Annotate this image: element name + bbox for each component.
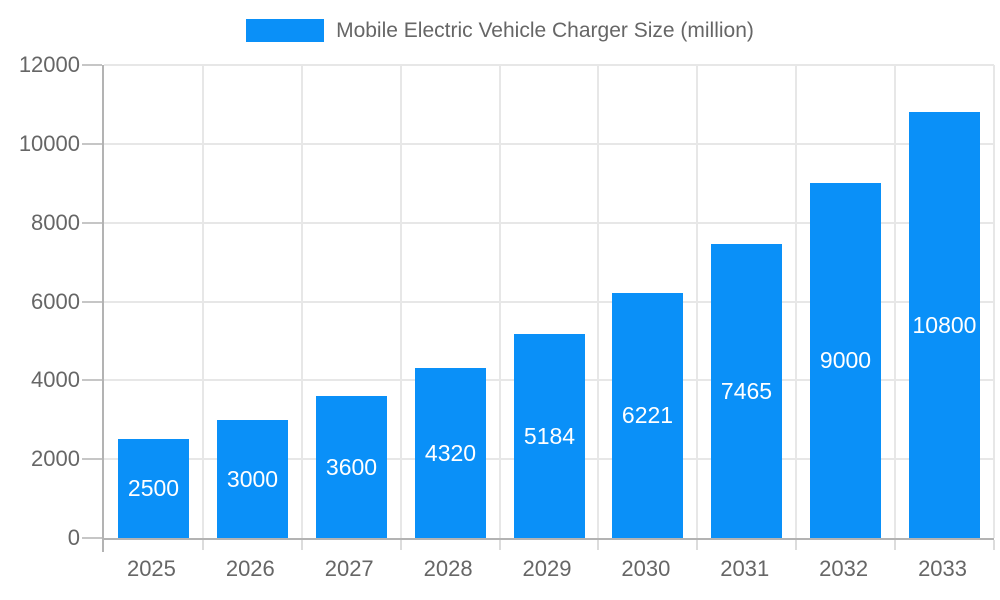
x-tick-label: 2031 <box>720 556 770 581</box>
x-tick-label: 2032 <box>819 556 869 581</box>
x-tick-mark <box>201 540 204 550</box>
h-gridline <box>104 142 994 145</box>
x-tick-mark <box>498 540 501 550</box>
y-tick-label: 0 <box>67 525 80 550</box>
y-tick-mark <box>82 64 102 66</box>
x-tick-mark <box>696 540 699 550</box>
x-tick-mark <box>300 540 303 550</box>
v-gridline <box>696 65 699 538</box>
plot-area: 2500 3000 3600 4320 5184 6221 7465 9000 10800 <box>82 64 995 552</box>
chart-legend: Mobile Electric Vehicle Charger Size (mi… <box>0 18 1000 43</box>
bar: 3600 <box>316 396 387 538</box>
y-tick-mark <box>82 221 102 224</box>
y-axis: 0 2000 4000 6000 8000 10000 12000 <box>0 52 80 550</box>
v-gridline <box>993 65 995 538</box>
y-tick-mark <box>82 300 102 303</box>
bar: 3000 <box>217 420 288 538</box>
y-tick-label: 12000 <box>18 52 80 77</box>
v-gridline <box>597 65 600 538</box>
x-tick-label: 2030 <box>621 556 671 581</box>
bar-value-label: 9000 <box>819 347 872 373</box>
x-tick-label: 2026 <box>225 556 275 581</box>
bar: 2500 <box>118 439 189 538</box>
x-tick-mark <box>597 540 600 550</box>
y-axis-overhang <box>102 540 104 552</box>
y-tick-label: 2000 <box>31 446 80 472</box>
legend-label: Mobile Electric Vehicle Charger Size (mi… <box>336 19 754 42</box>
bar: 5184 <box>514 334 585 538</box>
bar-value-label: 2500 <box>127 475 180 501</box>
x-tick-mark <box>795 540 798 550</box>
y-tick-mark <box>82 142 102 145</box>
x-tick-label: 2025 <box>126 556 176 581</box>
y-tick-label: 4000 <box>31 367 80 393</box>
y-tick-mark <box>82 379 102 382</box>
legend-swatch-icon <box>246 19 325 42</box>
x-axis: 2025 2026 2027 2028 2029 2030 2031 2032 2033 <box>102 550 992 590</box>
v-gridline <box>399 65 402 538</box>
v-gridline <box>894 65 897 538</box>
v-gridline <box>201 65 204 538</box>
y-tick-label: 6000 <box>31 288 80 314</box>
bar-value-label: 3000 <box>226 465 279 492</box>
x-tick-mark <box>993 540 995 550</box>
bar-value-label: 5184 <box>523 422 576 449</box>
h-gridline <box>104 300 994 303</box>
y-tick-label: 8000 <box>31 209 80 235</box>
bar: 7465 <box>711 244 782 538</box>
bar-value-label: 10800 <box>912 311 977 338</box>
bar-value-label: 4320 <box>424 439 477 466</box>
y-tick-mark <box>82 537 102 539</box>
x-tick-label: 2029 <box>522 556 572 581</box>
v-gridline <box>300 65 303 538</box>
x-tick-mark <box>399 540 402 550</box>
bar: 10800 <box>909 112 980 538</box>
h-gridline <box>104 64 994 66</box>
x-tick-label: 2027 <box>324 556 374 581</box>
bar: 9000 <box>810 183 881 538</box>
x-tick-label: 2033 <box>918 556 968 581</box>
x-tick-mark <box>894 540 897 550</box>
y-tick-label: 10000 <box>18 130 80 156</box>
bar-value-label: 6221 <box>621 402 674 428</box>
y-tick-mark <box>82 458 102 461</box>
bar: 4320 <box>415 368 486 538</box>
bar: 6221 <box>612 293 683 538</box>
v-gridline <box>498 65 501 538</box>
v-gridline <box>795 65 798 538</box>
bar-value-label: 3600 <box>325 453 378 480</box>
h-gridline <box>104 221 994 224</box>
legend-item[interactable]: Mobile Electric Vehicle Charger Size (mi… <box>246 18 754 43</box>
x-tick-label: 2028 <box>423 556 473 581</box>
bar-value-label: 7465 <box>720 377 773 404</box>
